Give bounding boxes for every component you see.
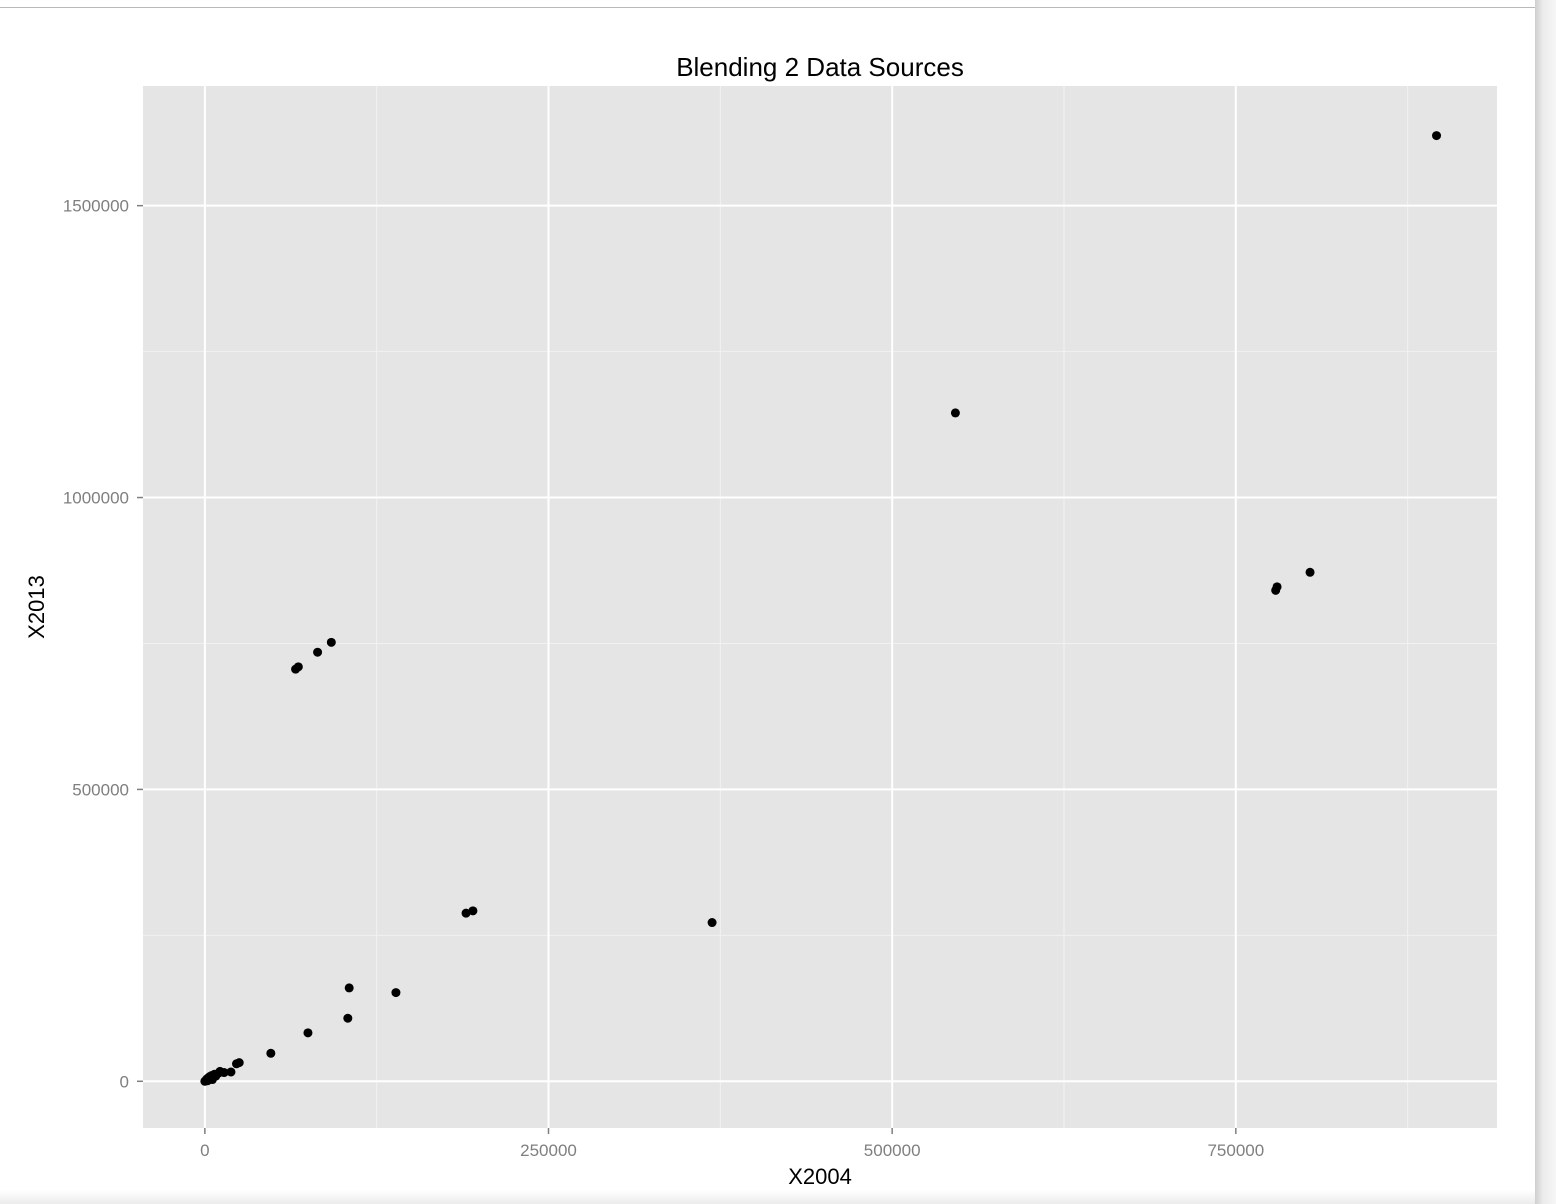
data-point — [303, 1028, 313, 1038]
y-tick-label: 500000 — [72, 780, 129, 799]
data-point — [266, 1048, 276, 1058]
data-point — [234, 1058, 244, 1068]
window-top-border — [0, 0, 1535, 8]
data-point — [293, 662, 303, 672]
x-axis-title: X2004 — [788, 1164, 852, 1189]
data-point — [468, 906, 478, 916]
data-point — [326, 637, 336, 647]
plot-panel — [143, 86, 1497, 1128]
data-point — [707, 918, 717, 928]
data-point — [313, 647, 323, 657]
chart-title: Blending 2 Data Sources — [676, 52, 964, 82]
y-tick-label: 1000000 — [63, 489, 129, 508]
data-point — [1272, 582, 1282, 592]
x-tick-label: 750000 — [1207, 1141, 1264, 1160]
data-point — [950, 408, 960, 418]
window-bottom-edge — [0, 1190, 1535, 1204]
minor-gridlines — [143, 86, 1497, 1128]
data-points — [200, 131, 1442, 1086]
window-right-edge — [1535, 0, 1556, 1204]
x-tick-label: 0 — [200, 1141, 209, 1160]
data-point — [219, 1068, 229, 1078]
data-point — [1305, 567, 1315, 577]
y-tick-label: 0 — [120, 1072, 129, 1091]
y-axis-title: X2013 — [24, 575, 49, 639]
y-axis-ticks: 0 500000 1000000 1500000 — [63, 197, 143, 1091]
data-point — [226, 1067, 236, 1077]
major-gridlines — [143, 86, 1497, 1128]
x-tick-label: 500000 — [864, 1141, 921, 1160]
x-axis-ticks: 0 250000 500000 750000 — [200, 1128, 1264, 1160]
x-tick-label: 250000 — [520, 1141, 577, 1160]
data-point — [391, 988, 401, 998]
y-tick-label: 1500000 — [63, 197, 129, 216]
data-point — [343, 1013, 353, 1023]
data-point — [1432, 131, 1442, 141]
data-point — [461, 908, 471, 918]
data-point — [344, 983, 354, 993]
